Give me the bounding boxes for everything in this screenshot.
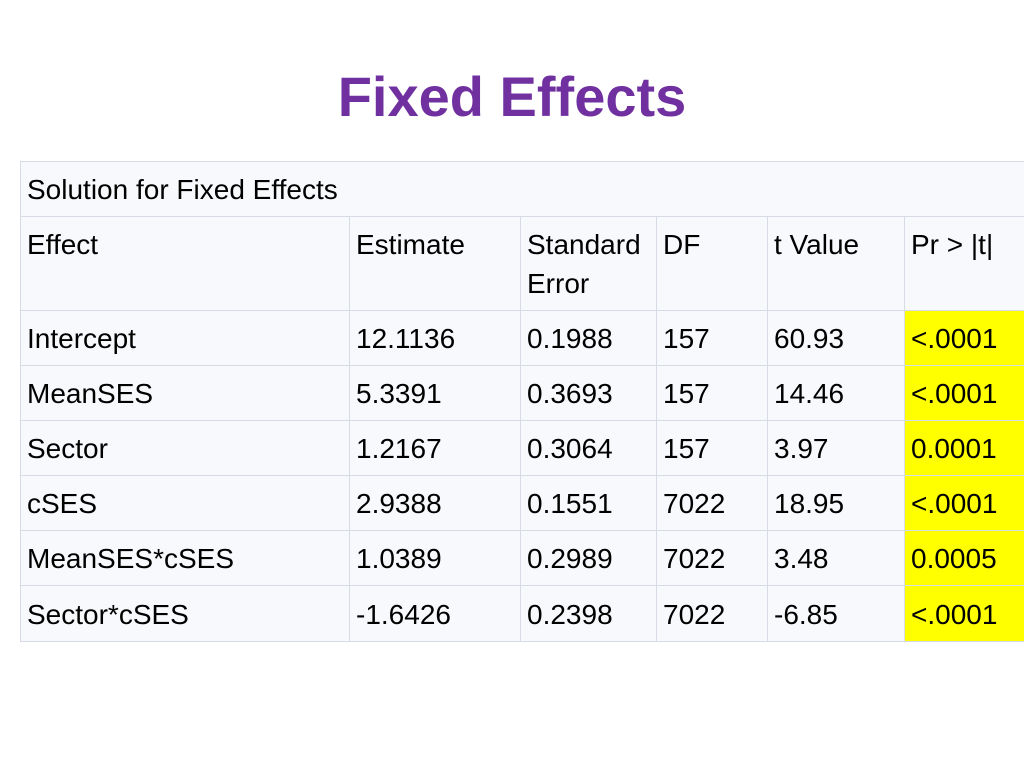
header-standard-error: Standard Error: [520, 216, 657, 311]
table-row: Sector*cSES -1.6426 0.2398 7022 -6.85 <.…: [20, 585, 1024, 642]
fixed-effects-table: Solution for Fixed Effects Effect Estima…: [19, 161, 1024, 642]
cell-effect: cSES: [20, 475, 350, 531]
header-df: DF: [656, 216, 768, 311]
cell-t-value: 3.48: [767, 530, 905, 586]
table-row: MeanSES*cSES 1.0389 0.2989 7022 3.48 0.0…: [20, 530, 1024, 586]
cell-t-value: 14.46: [767, 365, 905, 421]
cell-p-value: <.0001: [903, 310, 1024, 366]
cell-t-value: 3.97: [767, 420, 905, 476]
cell-estimate: -1.6426: [349, 585, 521, 642]
table-caption: Solution for Fixed Effects: [19, 161, 1024, 217]
table-row: Sector 1.2167 0.3064 157 3.97 0.0001: [20, 420, 1024, 476]
cell-standard-error: 0.2398: [520, 585, 657, 642]
header-t-value: t Value: [767, 216, 905, 311]
cell-standard-error: 0.3064: [520, 420, 657, 476]
slide-title: Fixed Effects: [337, 65, 687, 128]
cell-p-value: 0.0005: [903, 530, 1024, 586]
cell-t-value: -6.85: [767, 585, 905, 642]
table-header-row: Effect Estimate Standard Error DF t Valu…: [20, 216, 1024, 311]
cell-estimate: 1.0389: [349, 530, 521, 586]
table-row: Intercept 12.1136 0.1988 157 60.93 <.000…: [20, 310, 1024, 366]
cell-df: 7022: [656, 585, 768, 642]
cell-p-value: 0.0001: [903, 420, 1024, 476]
cell-df: 157: [656, 310, 768, 366]
table-row: cSES 2.9388 0.1551 7022 18.95 <.0001: [20, 475, 1024, 531]
table-row: MeanSES 5.3391 0.3693 157 14.46 <.0001: [20, 365, 1024, 421]
cell-estimate: 2.9388: [349, 475, 521, 531]
cell-t-value: 18.95: [767, 475, 905, 531]
cell-t-value: 60.93: [767, 310, 905, 366]
cell-effect: Sector*cSES: [20, 585, 350, 642]
cell-standard-error: 0.2989: [520, 530, 657, 586]
cell-effect: Intercept: [20, 310, 350, 366]
header-effect: Effect: [20, 216, 350, 311]
cell-estimate: 5.3391: [349, 365, 521, 421]
cell-df: 7022: [656, 475, 768, 531]
cell-df: 7022: [656, 530, 768, 586]
table-caption-row: Solution for Fixed Effects: [19, 161, 1024, 217]
cell-effect: Sector: [20, 420, 350, 476]
cell-standard-error: 0.1551: [520, 475, 657, 531]
cell-estimate: 12.1136: [349, 310, 521, 366]
cell-standard-error: 0.1988: [520, 310, 657, 366]
cell-df: 157: [656, 365, 768, 421]
cell-effect: MeanSES: [20, 365, 350, 421]
cell-df: 157: [656, 420, 768, 476]
cell-effect: MeanSES*cSES: [20, 530, 350, 586]
cell-p-value: <.0001: [903, 585, 1024, 642]
header-estimate: Estimate: [349, 216, 521, 311]
header-p-value: Pr > |t|: [903, 216, 1024, 311]
cell-standard-error: 0.3693: [520, 365, 657, 421]
cell-estimate: 1.2167: [349, 420, 521, 476]
cell-p-value: <.0001: [903, 365, 1024, 421]
cell-p-value: <.0001: [903, 475, 1024, 531]
